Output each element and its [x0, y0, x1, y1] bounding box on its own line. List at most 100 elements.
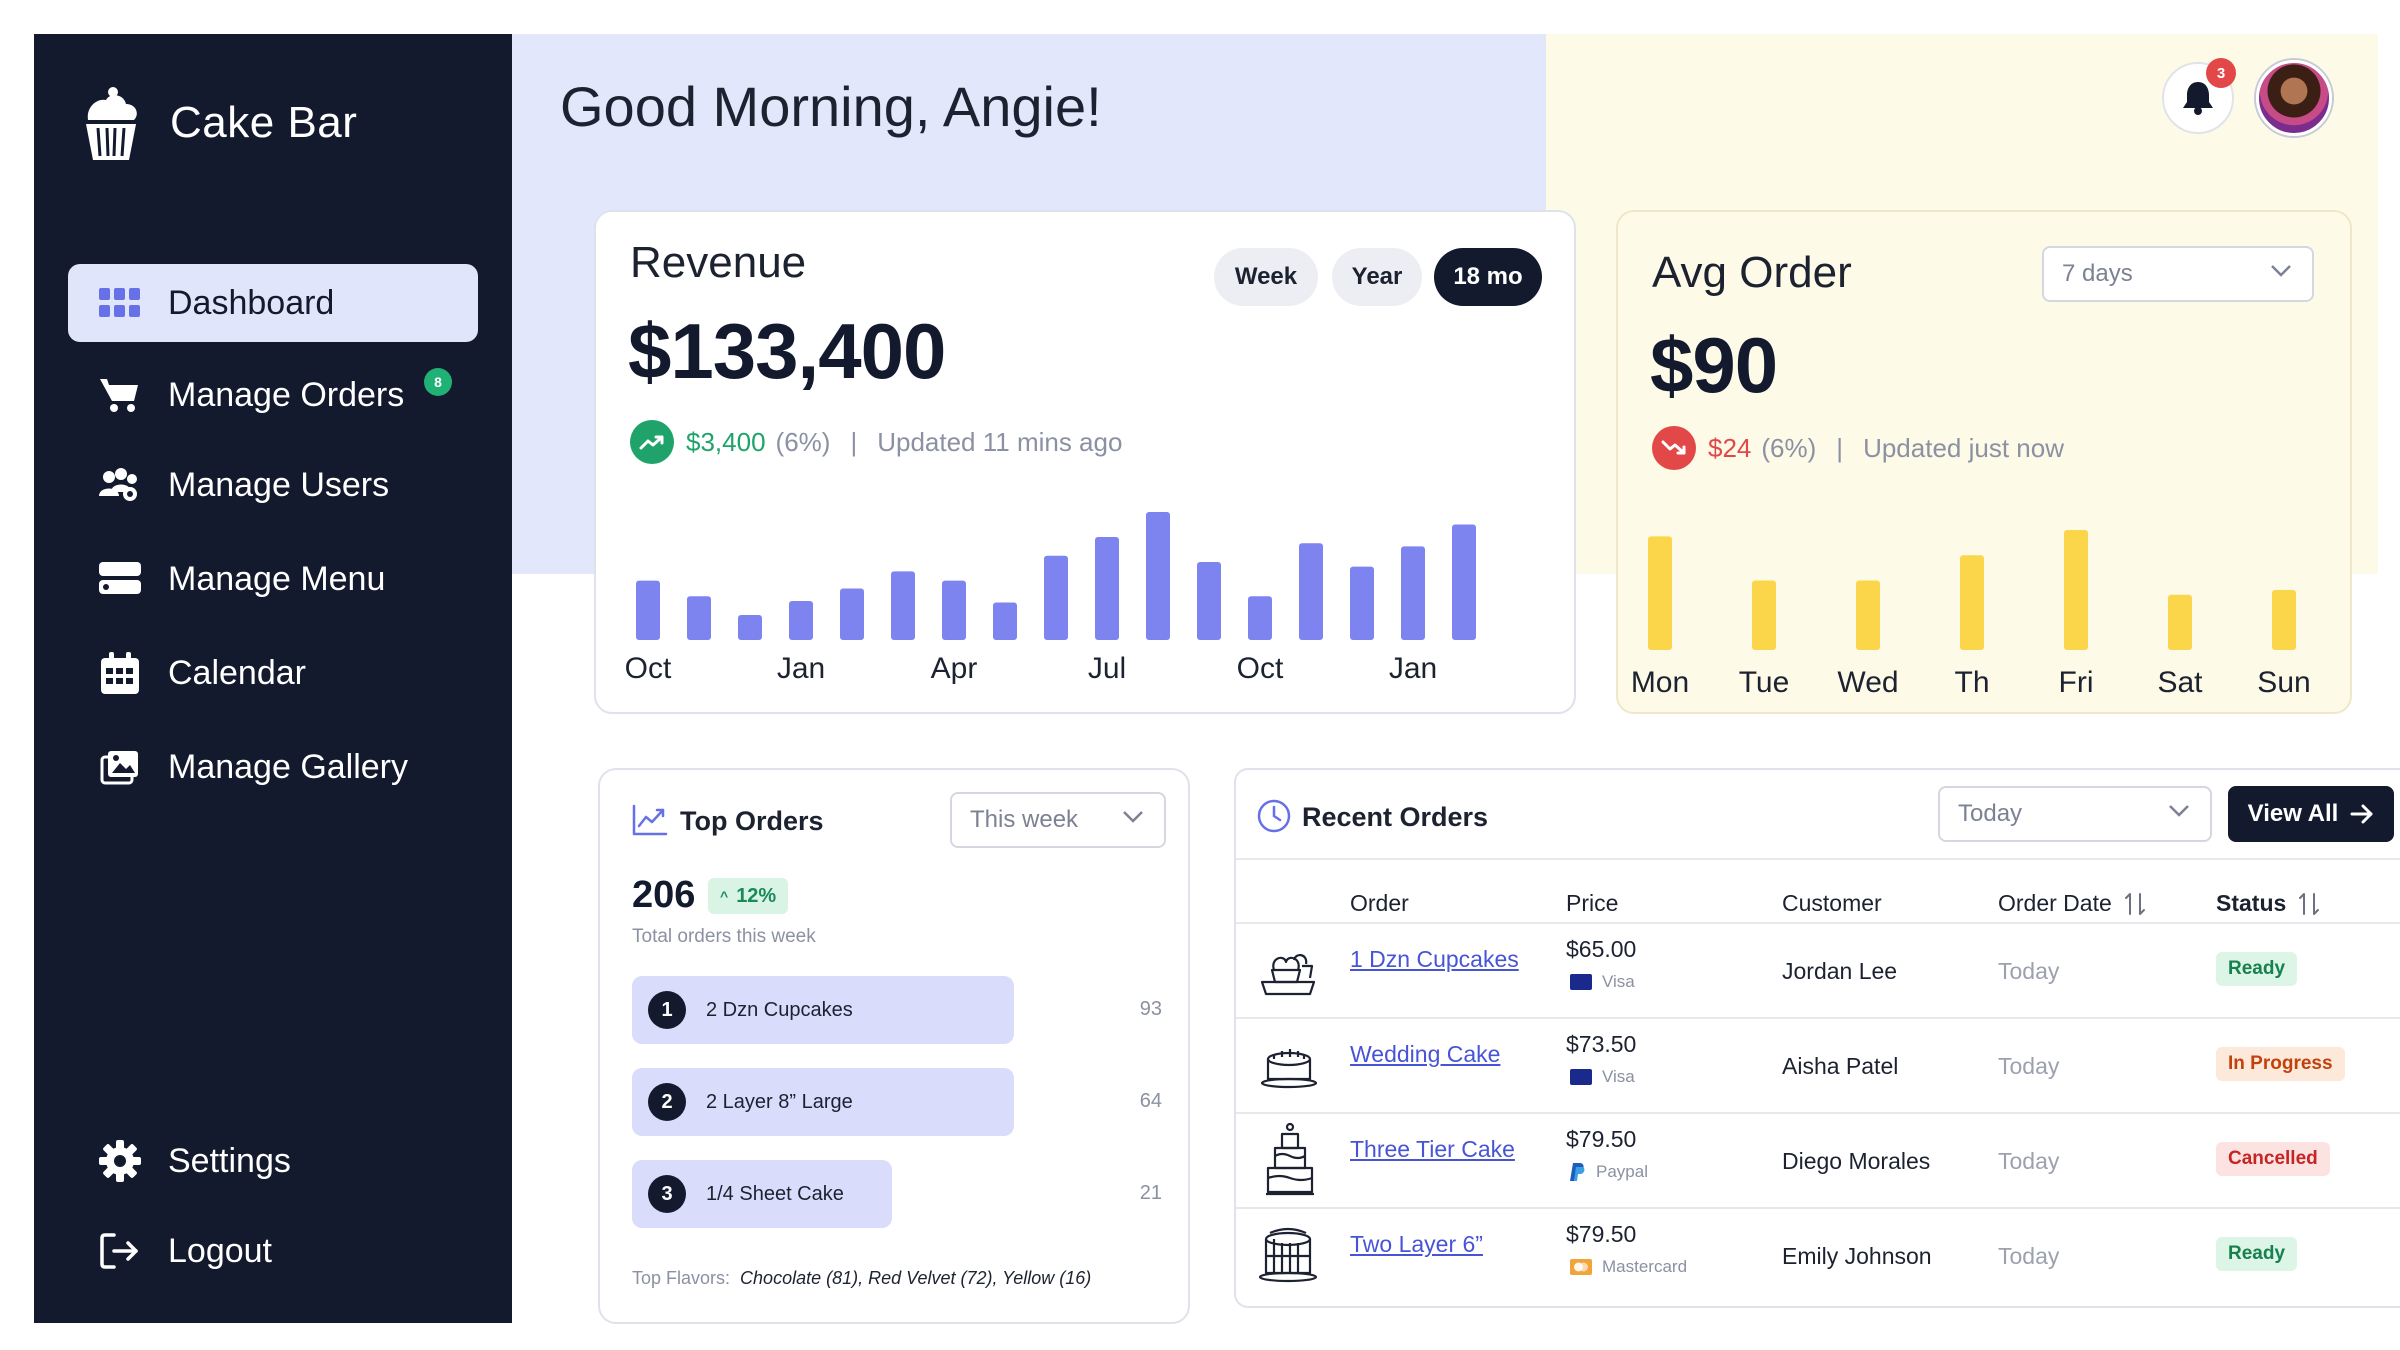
- bar-tue: [1752, 580, 1776, 650]
- notifications-button[interactable]: 3: [2162, 58, 2236, 134]
- avg-updated: Updated just now: [1863, 432, 2064, 463]
- bar-oct: [636, 580, 660, 640]
- view-all-button[interactable]: View All: [2228, 786, 2394, 842]
- top-orders-title: Top Orders: [680, 806, 824, 836]
- item-name: 2 Layer 8” Large: [706, 1090, 853, 1113]
- revenue-value: $133,400: [628, 307, 946, 395]
- chevron-down-icon: [1123, 811, 1143, 823]
- top-flavors-label: Top Flavors:: [632, 1268, 731, 1288]
- sidebar-item-label: Logout: [168, 1231, 272, 1270]
- order-price: $79.50: [1566, 1221, 1637, 1247]
- order-price: $65.00: [1566, 936, 1637, 962]
- x-tick-label: Jul: [1087, 652, 1127, 685]
- sidebar-item-settings[interactable]: Settings: [68, 1122, 478, 1200]
- arrow-right-icon: [2350, 804, 2373, 824]
- sidebar-item-label: Calendar: [168, 653, 306, 692]
- top-order-item[interactable]: 2 2 Layer 8” Large: [632, 1068, 1014, 1136]
- table-row[interactable]: Two Layer 6” $79.50 Mastercard Emily Joh…: [1236, 1207, 2400, 1302]
- clock-icon: [1257, 799, 1291, 833]
- brand-name: Cake Bar: [170, 98, 358, 147]
- sidebar-item-manage-orders[interactable]: Manage Orders 8: [68, 356, 478, 434]
- order-date: Today: [1998, 1053, 2060, 1079]
- order-link[interactable]: Two Layer 6”: [1350, 1231, 1483, 1257]
- bar-mon: [1648, 536, 1672, 650]
- sidebar-item-manage-gallery[interactable]: Manage Gallery: [68, 728, 478, 806]
- column-header-customer: Customer: [1782, 890, 1882, 916]
- top-orders-period-value: This week: [970, 806, 1079, 833]
- bar-jul: [1095, 536, 1119, 640]
- main-content: Good Morning, Angie! 3 Revenue Week Year…: [512, 34, 2400, 1324]
- x-tick-label: Sat: [2157, 666, 2203, 699]
- revenue-updated: Updated 11 mins ago: [877, 426, 1123, 457]
- chevron-down-icon: [2271, 265, 2291, 277]
- user-avatar[interactable]: [2256, 60, 2332, 136]
- revenue-change-amount: $3,400: [686, 426, 766, 457]
- x-tick-label: Sun: [2257, 666, 2311, 699]
- order-link[interactable]: Wedding Cake: [1350, 1041, 1501, 1067]
- sidebar-item-manage-users[interactable]: Manage Users: [68, 446, 478, 524]
- table-row[interactable]: 1 Dzn Cupcakes $65.00 Visa Jordan Lee To…: [1236, 922, 2400, 1017]
- bar-sep: [1197, 561, 1221, 640]
- payment-method: Visa: [1570, 972, 1635, 992]
- visa-card-icon: [1570, 1069, 1592, 1085]
- bar-jan: [1401, 546, 1425, 640]
- table-row[interactable]: Three Tier Cake $79.50 Paypal Diego Mora…: [1236, 1112, 2400, 1207]
- sidebar-item-manage-menu[interactable]: Manage Menu: [68, 540, 478, 618]
- status-badge: Ready: [2216, 1237, 2298, 1271]
- rank-number: 3: [648, 1175, 686, 1213]
- logout-icon: [98, 1229, 142, 1273]
- customer-name: Emily Johnson: [1782, 1243, 1932, 1269]
- bar-may: [993, 602, 1017, 640]
- bar-feb: [840, 588, 864, 640]
- column-header-status[interactable]: Status: [2216, 890, 2320, 917]
- sidebar-item-label: Settings: [168, 1141, 291, 1180]
- status-badge: In Progress: [2216, 1047, 2345, 1081]
- sidebar-item-label: Dashboard: [168, 283, 335, 322]
- orders-count-badge: 8: [424, 368, 452, 396]
- range-week-button[interactable]: Week: [1214, 248, 1318, 306]
- order-link[interactable]: 1 Dzn Cupcakes: [1350, 946, 1519, 972]
- revenue-card: Revenue Week Year 18 mo $133,400 $3,400 …: [594, 210, 1576, 714]
- x-tick-label: Tue: [1738, 666, 1790, 699]
- order-price: $79.50: [1566, 1126, 1637, 1152]
- tiered-cake-icon: [1266, 1122, 1314, 1196]
- trend-up-icon: [630, 420, 674, 464]
- brand[interactable]: Cake Bar: [80, 80, 357, 166]
- recent-period-select[interactable]: Today: [1938, 786, 2212, 842]
- avg-order-value: $90: [1650, 321, 1778, 409]
- payment-label: Paypal: [1596, 1162, 1648, 1181]
- trend-chart-icon: [632, 804, 668, 836]
- status-badge: Cancelled: [2216, 1142, 2330, 1176]
- item-count: 64: [1139, 1090, 1162, 1112]
- top-order-item[interactable]: 1 2 Dzn Cupcakes: [632, 976, 1014, 1044]
- bar-feb: [1452, 524, 1476, 640]
- table-row[interactable]: Wedding Cake $73.50 Visa Aisha Patel Tod…: [1236, 1017, 2400, 1112]
- range-year-button[interactable]: Year: [1332, 248, 1422, 306]
- item-count: 21: [1139, 1182, 1162, 1204]
- avg-change-percent: (6%): [1761, 432, 1817, 463]
- sidebar-item-dashboard[interactable]: Dashboard: [68, 264, 478, 342]
- column-header-order-date[interactable]: Order Date: [1998, 890, 2146, 917]
- x-tick-label: Oct: [1236, 652, 1284, 685]
- layer-cake-icon: [1258, 1227, 1318, 1283]
- sidebar-item-calendar[interactable]: Calendar: [68, 634, 478, 712]
- gear-icon: [98, 1139, 142, 1183]
- order-link[interactable]: Three Tier Cake: [1350, 1136, 1515, 1162]
- range-18mo-button[interactable]: 18 mo: [1434, 248, 1542, 306]
- top-orders-period-select[interactable]: This week: [950, 792, 1166, 848]
- avg-period-select[interactable]: 7 days: [2042, 246, 2314, 302]
- sort-icon: [2299, 892, 2320, 915]
- revenue-change-percent: (6%): [775, 426, 831, 457]
- greeting-heading: Good Morning, Angie!: [560, 75, 1102, 138]
- top-order-item[interactable]: 3 1/4 Sheet Cake: [632, 1160, 892, 1228]
- top-flavors-value: Chocolate (81), Red Velvet (72), Yellow …: [740, 1268, 1092, 1288]
- rank-number: 2: [648, 1083, 686, 1121]
- bar-sun: [2272, 590, 2296, 650]
- recent-orders-card: Recent Orders Today View All Order Price…: [1234, 768, 2400, 1308]
- menu-icon: [98, 557, 142, 601]
- order-date: Today: [1998, 1148, 2060, 1174]
- customer-name: Jordan Lee: [1782, 958, 1898, 984]
- recent-period-value: Today: [1958, 800, 2023, 827]
- sort-icon: [2124, 892, 2145, 915]
- sidebar-item-logout[interactable]: Logout: [68, 1212, 478, 1290]
